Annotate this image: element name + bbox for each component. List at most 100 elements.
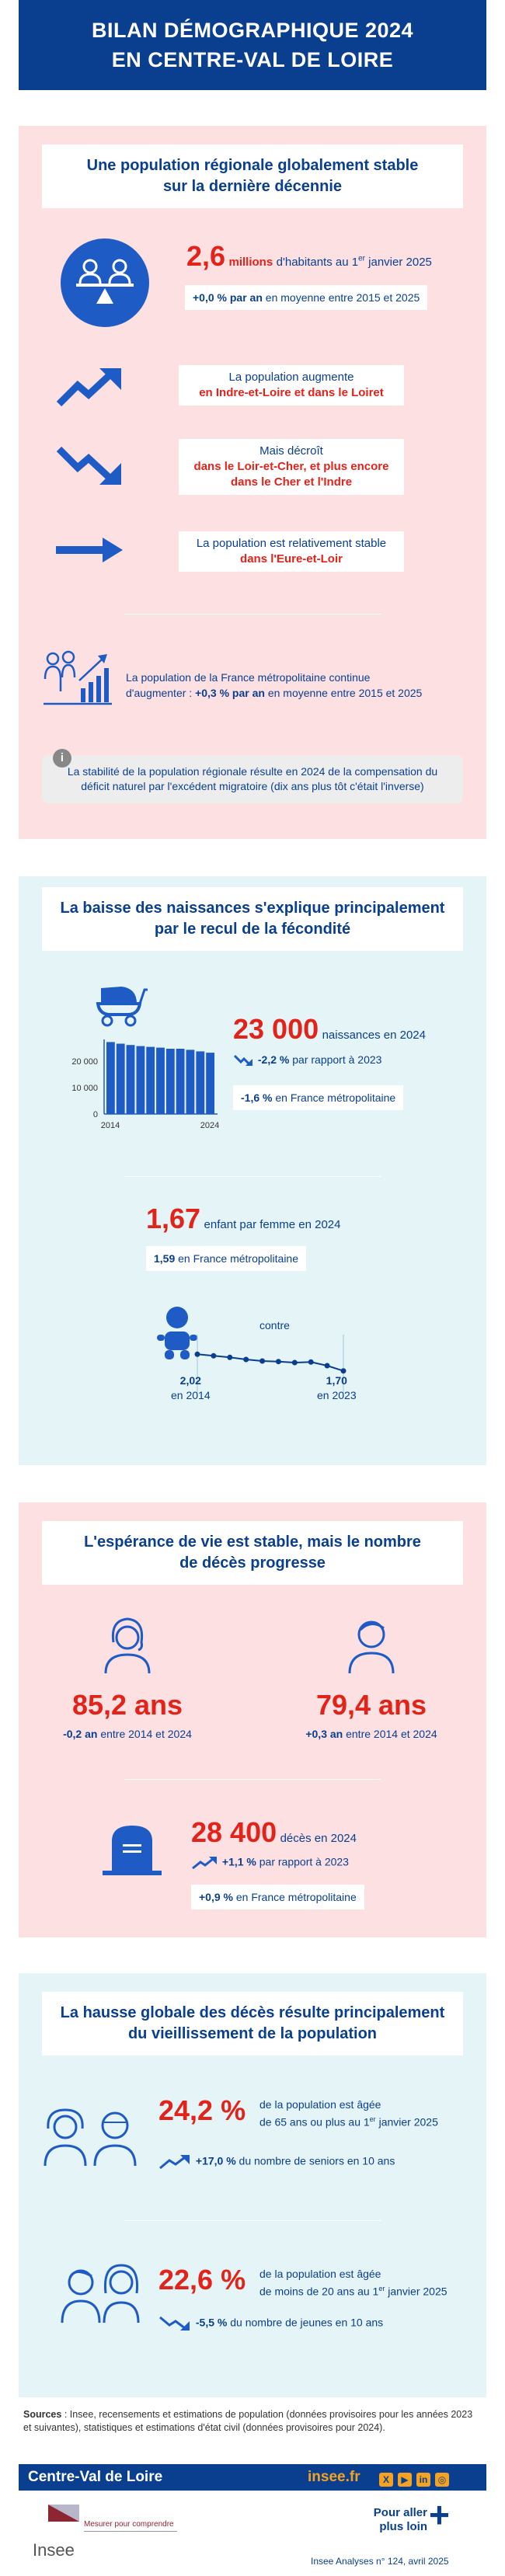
women-change: -0,2 an entre 2014 et 2024 — [63, 1728, 192, 1740]
births-bar-2017 — [136, 1046, 145, 1114]
youth-desc: de la population est âgée de moins de 20… — [259, 2268, 448, 2298]
more-info-link[interactable]: Pour aller plus loin — [373, 2506, 427, 2533]
fertility-point-2016 — [227, 1354, 233, 1360]
header-title-line2: EN CENTRE-VAL DE LOIRE — [111, 48, 394, 71]
births-bar-2015 — [116, 1043, 125, 1114]
trend-down-icon — [56, 446, 121, 485]
insee-logo-text: Insee — [33, 2540, 75, 2560]
publication-reference: Insee Analyses n° 124, avril 2025 — [311, 2556, 449, 2567]
fertility-point-2023 — [340, 1368, 347, 1374]
youtube-icon[interactable]: ▶ — [398, 2473, 412, 2487]
header-title-line1: BILAN DÉMOGRAPHIQUE 2024 — [91, 19, 414, 42]
insee-logo-icon — [48, 2505, 79, 2522]
births-bar-2022 — [186, 1050, 195, 1114]
fertility-point-2019 — [275, 1359, 281, 1365]
fertility-line-chart — [194, 1335, 347, 1397]
fertility-2023: 1,70 en 2023 — [317, 1374, 357, 1401]
births-bar-2018 — [146, 1046, 155, 1114]
births-figure: 23 000 naissances en 2024 — [233, 1013, 426, 1045]
deaths-change: +1,1 % par rapport à 2023 — [191, 1855, 349, 1871]
births-bar-2019 — [156, 1047, 165, 1114]
births-bar-2021 — [176, 1049, 185, 1114]
deaths-figure: 28 400 décès en 2024 — [191, 1816, 357, 1848]
sources-note: Sources : Insee, recensements et estimat… — [23, 2409, 473, 2433]
births-bar-2014 — [106, 1042, 115, 1114]
trend-stable-icon — [56, 538, 123, 562]
fertility-series-line — [197, 1353, 344, 1372]
section-ageing: La hausse globale des décès résulte prin… — [19, 1973, 486, 2397]
france-population-growth-icon — [44, 650, 112, 705]
seniors-desc: de la population est âgée de 65 ans ou p… — [259, 2098, 438, 2129]
divider — [124, 1176, 381, 1177]
trend-up-icon — [56, 368, 121, 407]
y-tick-label: 20 000 — [71, 1057, 98, 1067]
births-bar-chart: 0 10 000 20 000 2014 2024 — [71, 1039, 219, 1130]
linkedin-icon[interactable]: in — [416, 2473, 430, 2487]
woman-icon — [104, 1617, 151, 1674]
page-header: BILAN DÉMOGRAPHIQUE 2024 EN CENTRE-VAL D… — [19, 0, 486, 90]
section-title: L'espérance de vie est stable, mais le n… — [42, 1521, 463, 1585]
divider — [124, 1779, 381, 1780]
fertility-point-2020 — [291, 1359, 298, 1366]
men-life-expectancy: 79,4 ans — [315, 1689, 427, 1721]
section-title: La baisse des naissances s'explique prin… — [42, 887, 463, 951]
births-bar-2016 — [126, 1045, 135, 1114]
fertility-point-2022 — [324, 1363, 330, 1369]
men-change: +0,3 an entre 2014 et 2024 — [305, 1728, 437, 1740]
france-population-text: La population de la France métropolitain… — [126, 671, 423, 699]
info-note: i La stabilité de la population régional… — [42, 749, 463, 803]
population-increase-box: La population augmente en Indre-et-Loire… — [179, 365, 404, 406]
x-tick-label: 2014 — [101, 1121, 120, 1130]
section-population: Une population régionale globalement sta… — [19, 126, 486, 839]
section-births: La baisse des naissances s'explique prin… — [19, 876, 486, 1465]
y-tick-label: 10 000 — [71, 1084, 98, 1093]
insee-tagline: Mesurer pour comprendre — [84, 2520, 174, 2529]
x-icon[interactable]: X — [379, 2473, 393, 2487]
seniors-icon — [44, 2108, 137, 2167]
section-life-expectancy: L'espérance de vie est stable, mais le n… — [19, 1502, 486, 1937]
plus-icon[interactable]: + — [429, 2494, 450, 2535]
youth-change: -5,5 % du nombre de jeunes en 10 ans — [158, 2315, 383, 2332]
fertility-france: 1,59 en France métropolitaine — [146, 1246, 307, 1271]
births-bar-2023 — [196, 1051, 205, 1114]
fertility-point-2015 — [211, 1352, 217, 1359]
youth-figure: 22,6 % — [158, 2264, 246, 2296]
trend-up-icon — [159, 2155, 190, 2170]
population-stable-box: La population est relativement stable da… — [179, 531, 404, 572]
man-icon — [348, 1620, 395, 1674]
births-france: -1,6 % en France métropolitaine — [233, 1085, 404, 1110]
fertility-figure: 1,67 enfant par femme en 2024 — [146, 1203, 341, 1234]
youth-icon — [61, 2264, 140, 2324]
women-life-expectancy: 85,2 ans — [71, 1689, 183, 1721]
trend-down-icon — [233, 1055, 252, 1067]
seniors-change: +17,0 % du nombre de seniors en 10 ans — [158, 2153, 395, 2170]
seniors-figure: 24,2 % — [158, 2094, 246, 2126]
instagram-icon[interactable]: ◎ — [435, 2473, 449, 2487]
deaths-france: +0,9 % en France métropolitaine — [191, 1885, 364, 1909]
social-links: X ▶ in ◎ — [374, 2470, 449, 2487]
footer-bar: Centre-Val de Loire insee.fr X ▶ in ◎ — [19, 2464, 486, 2491]
fertility-2014: 2,02 en 2014 — [171, 1374, 211, 1401]
gravestone-icon — [103, 1826, 162, 1875]
population-figure: 2,6 millions d'habitants au 1er janvier … — [186, 240, 432, 272]
divider — [124, 2220, 381, 2221]
section-title: La hausse globale des décès résulte prin… — [42, 1992, 463, 2056]
population-trend: +0,0 % par an en moyenne entre 2015 et 2… — [185, 285, 428, 310]
births-bar-2020 — [165, 1049, 175, 1114]
insee-site-link[interactable]: insee.fr — [308, 2469, 360, 2485]
footer-region: Centre-Val de Loire — [28, 2469, 163, 2485]
fertility-point-2017 — [243, 1356, 249, 1363]
baby-icon — [157, 1307, 197, 1359]
contre-label: contre — [259, 1319, 290, 1332]
population-decrease-box: Mais décroît dans le Loir-et-Cher, et pl… — [179, 439, 404, 495]
fertility-point-2021 — [308, 1359, 314, 1365]
y-tick-label: 0 — [93, 1110, 98, 1119]
section-title: Une population régionale globalement sta… — [42, 144, 463, 208]
trend-up-icon — [192, 1857, 217, 1870]
population-balance-icon — [61, 238, 149, 327]
info-icon: i — [53, 749, 71, 768]
tagline-underline — [84, 2531, 177, 2532]
trend-down-icon — [159, 2316, 190, 2331]
x-tick-label: 2024 — [200, 1121, 219, 1130]
fertility-point-2018 — [259, 1358, 266, 1364]
